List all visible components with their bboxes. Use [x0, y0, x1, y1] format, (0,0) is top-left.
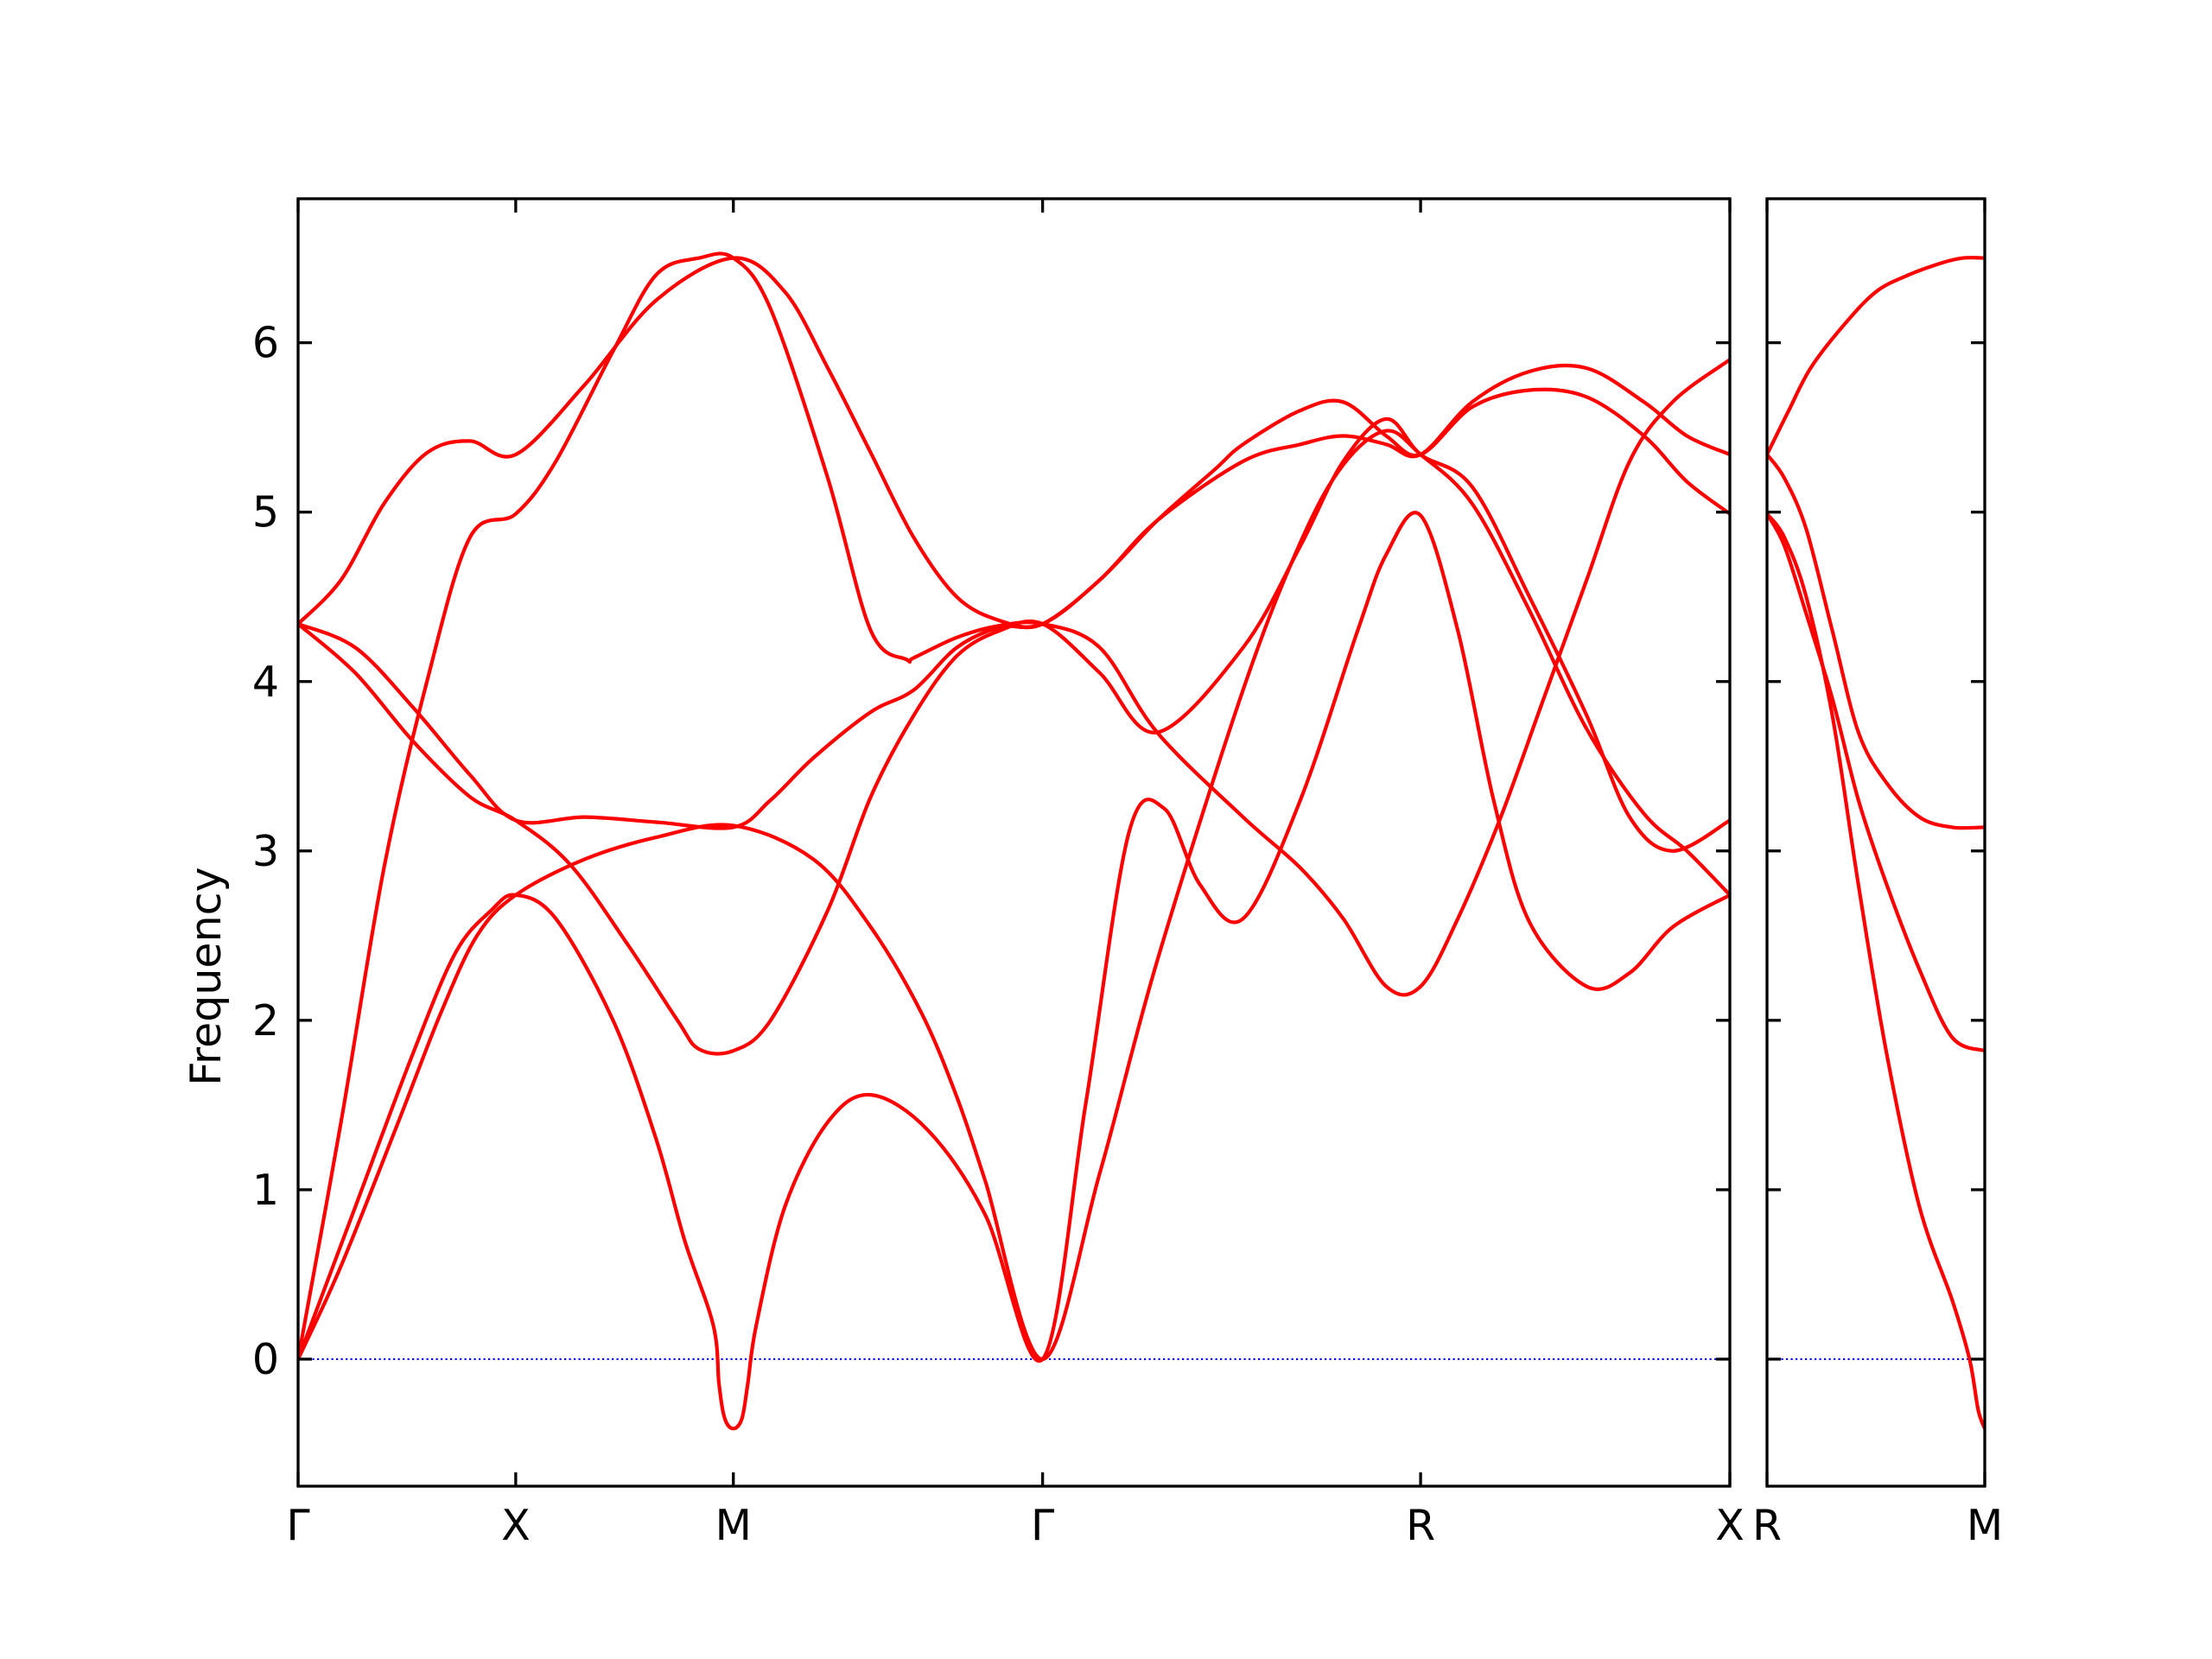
y-tick-label-0: 0: [252, 1335, 279, 1384]
panel-frame-2: [1765, 197, 1986, 1488]
band-2-3: [1767, 512, 1985, 1053]
x-tick-label-1-2: M: [715, 1501, 752, 1550]
y-tick-label-3: 3: [252, 827, 279, 876]
y-axis-label: Frequency: [181, 867, 231, 1085]
band-2-1: [1767, 256, 1985, 457]
y-tick-label-5: 5: [252, 488, 279, 537]
x-tick-label-2-1: M: [1967, 1501, 2003, 1550]
band-1-4: [298, 416, 1730, 1056]
band-1-2: [298, 511, 1730, 1431]
y-tick-label-1: 1: [252, 1166, 279, 1215]
x-tick-label-1-4: R: [1406, 1501, 1435, 1550]
band-1-6: [298, 387, 1730, 830]
x-tick-label-2-0: R: [1752, 1501, 1782, 1550]
band-1-3: [298, 251, 1730, 1362]
y-tick-label-4: 4: [252, 658, 279, 707]
band-2-2: [1767, 452, 1985, 830]
y-tick-label-6: 6: [252, 319, 279, 368]
bands-panel-1: [298, 251, 1730, 1431]
x-tick-label-1-5: X: [1715, 1501, 1745, 1550]
bands-panel-2: [1767, 256, 1985, 1431]
band-2-4: [1767, 512, 1985, 1431]
x-tick-label-1-0: Γ: [286, 1501, 310, 1550]
band-1-5: [298, 256, 1730, 629]
y-tick-label-2: 2: [252, 996, 279, 1046]
panel-frame-1: [296, 197, 1732, 1488]
x-tick-label-1-3: Γ: [1031, 1501, 1055, 1550]
x-tick-label-1-1: X: [501, 1501, 531, 1550]
